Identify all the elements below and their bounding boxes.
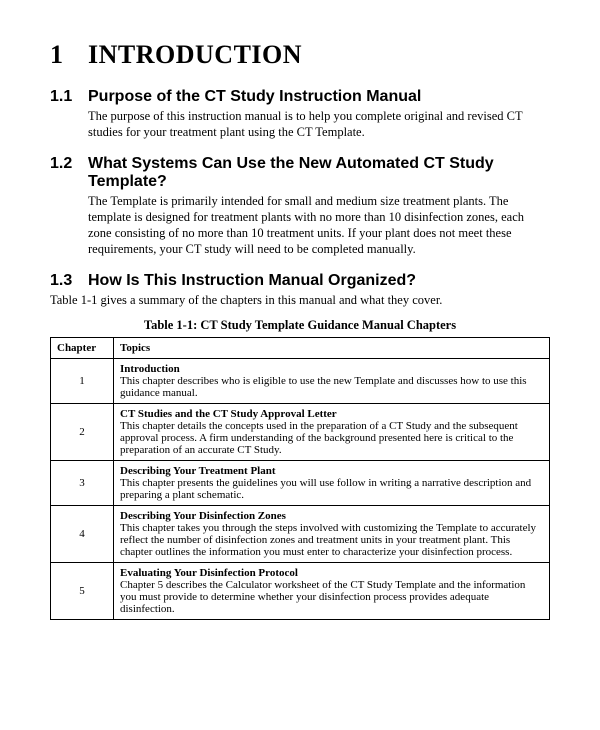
topic-title: Describing Your Disinfection Zones bbox=[120, 510, 543, 522]
section-title: What Systems Can Use the New Automated C… bbox=[88, 155, 550, 191]
chapter-number: 1 bbox=[50, 40, 88, 70]
section-body: The purpose of this instruction manual i… bbox=[88, 108, 550, 141]
table-row: 5 Evaluating Your Disinfection Protocol … bbox=[51, 562, 550, 619]
table-row: 1 Introduction This chapter describes wh… bbox=[51, 358, 550, 403]
section-number: 1.2 bbox=[50, 155, 88, 173]
section-title: Purpose of the CT Study Instruction Manu… bbox=[88, 88, 550, 106]
table-caption: Table 1-1: CT Study Template Guidance Ma… bbox=[50, 318, 550, 333]
topic-title: Describing Your Treatment Plant bbox=[120, 465, 543, 477]
cell-topic: Evaluating Your Disinfection Protocol Ch… bbox=[114, 562, 550, 619]
topic-title: Introduction bbox=[120, 363, 543, 375]
chapter-heading: 1 INTRODUCTION bbox=[50, 40, 550, 70]
cell-chapter: 5 bbox=[51, 562, 114, 619]
section-heading: 1.3 How Is This Instruction Manual Organ… bbox=[50, 272, 550, 290]
table-row: 4 Describing Your Disinfection Zones Thi… bbox=[51, 505, 550, 562]
col-topics: Topics bbox=[114, 337, 550, 358]
topic-desc: This chapter takes you through the steps… bbox=[120, 522, 536, 558]
chapter-title: INTRODUCTION bbox=[88, 40, 302, 70]
section-body: The Template is primarily intended for s… bbox=[88, 193, 550, 258]
section-number: 1.3 bbox=[50, 272, 88, 290]
table-header-row: Chapter Topics bbox=[51, 337, 550, 358]
topic-title: CT Studies and the CT Study Approval Let… bbox=[120, 408, 543, 420]
cell-topic: Describing Your Disinfection Zones This … bbox=[114, 505, 550, 562]
table-row: 3 Describing Your Treatment Plant This c… bbox=[51, 460, 550, 505]
topic-desc: Chapter 5 describes the Calculator works… bbox=[120, 579, 525, 615]
cell-topic: Introduction This chapter describes who … bbox=[114, 358, 550, 403]
section-heading: 1.2 What Systems Can Use the New Automat… bbox=[50, 155, 550, 191]
topic-title: Evaluating Your Disinfection Protocol bbox=[120, 567, 543, 579]
cell-chapter: 4 bbox=[51, 505, 114, 562]
cell-topic: CT Studies and the CT Study Approval Let… bbox=[114, 403, 550, 460]
cell-chapter: 3 bbox=[51, 460, 114, 505]
section-title: How Is This Instruction Manual Organized… bbox=[88, 272, 550, 290]
chapters-table: Chapter Topics 1 Introduction This chapt… bbox=[50, 337, 550, 620]
topic-desc: This chapter describes who is eligible t… bbox=[120, 375, 527, 399]
section-heading: 1.1 Purpose of the CT Study Instruction … bbox=[50, 88, 550, 106]
section-number: 1.1 bbox=[50, 88, 88, 106]
cell-topic: Describing Your Treatment Plant This cha… bbox=[114, 460, 550, 505]
cell-chapter: 2 bbox=[51, 403, 114, 460]
table-row: 2 CT Studies and the CT Study Approval L… bbox=[51, 403, 550, 460]
cell-chapter: 1 bbox=[51, 358, 114, 403]
topic-desc: This chapter details the concepts used i… bbox=[120, 420, 518, 456]
col-chapter: Chapter bbox=[51, 337, 114, 358]
topic-desc: This chapter presents the guidelines you… bbox=[120, 477, 531, 501]
section-body: Table 1-1 gives a summary of the chapter… bbox=[50, 292, 550, 308]
